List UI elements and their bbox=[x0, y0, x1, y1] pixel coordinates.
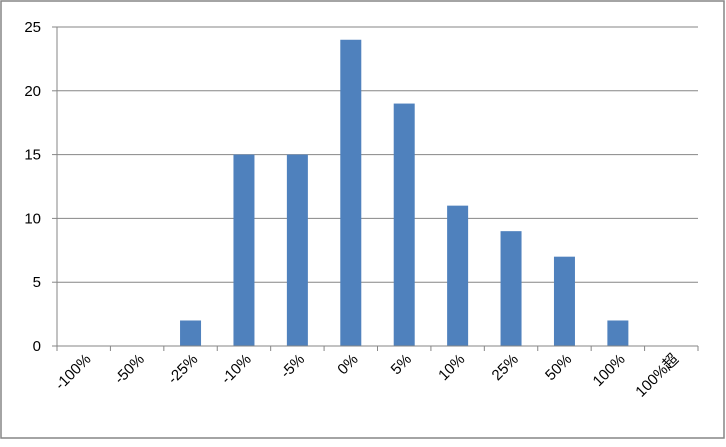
y-tick-label: 10 bbox=[24, 210, 41, 227]
y-tick-label: 15 bbox=[24, 147, 41, 164]
bar bbox=[233, 154, 255, 346]
bar bbox=[286, 154, 308, 346]
bar bbox=[393, 103, 415, 346]
bar bbox=[180, 320, 202, 346]
y-tick-label: 25 bbox=[24, 19, 41, 36]
y-tick-label: 5 bbox=[33, 274, 41, 291]
y-tick-label: 20 bbox=[24, 83, 41, 100]
bar bbox=[607, 320, 629, 346]
bar bbox=[340, 39, 362, 346]
bar bbox=[500, 231, 522, 346]
bar bbox=[447, 205, 469, 346]
y-tick-label: 0 bbox=[33, 338, 41, 355]
bar bbox=[553, 256, 575, 346]
